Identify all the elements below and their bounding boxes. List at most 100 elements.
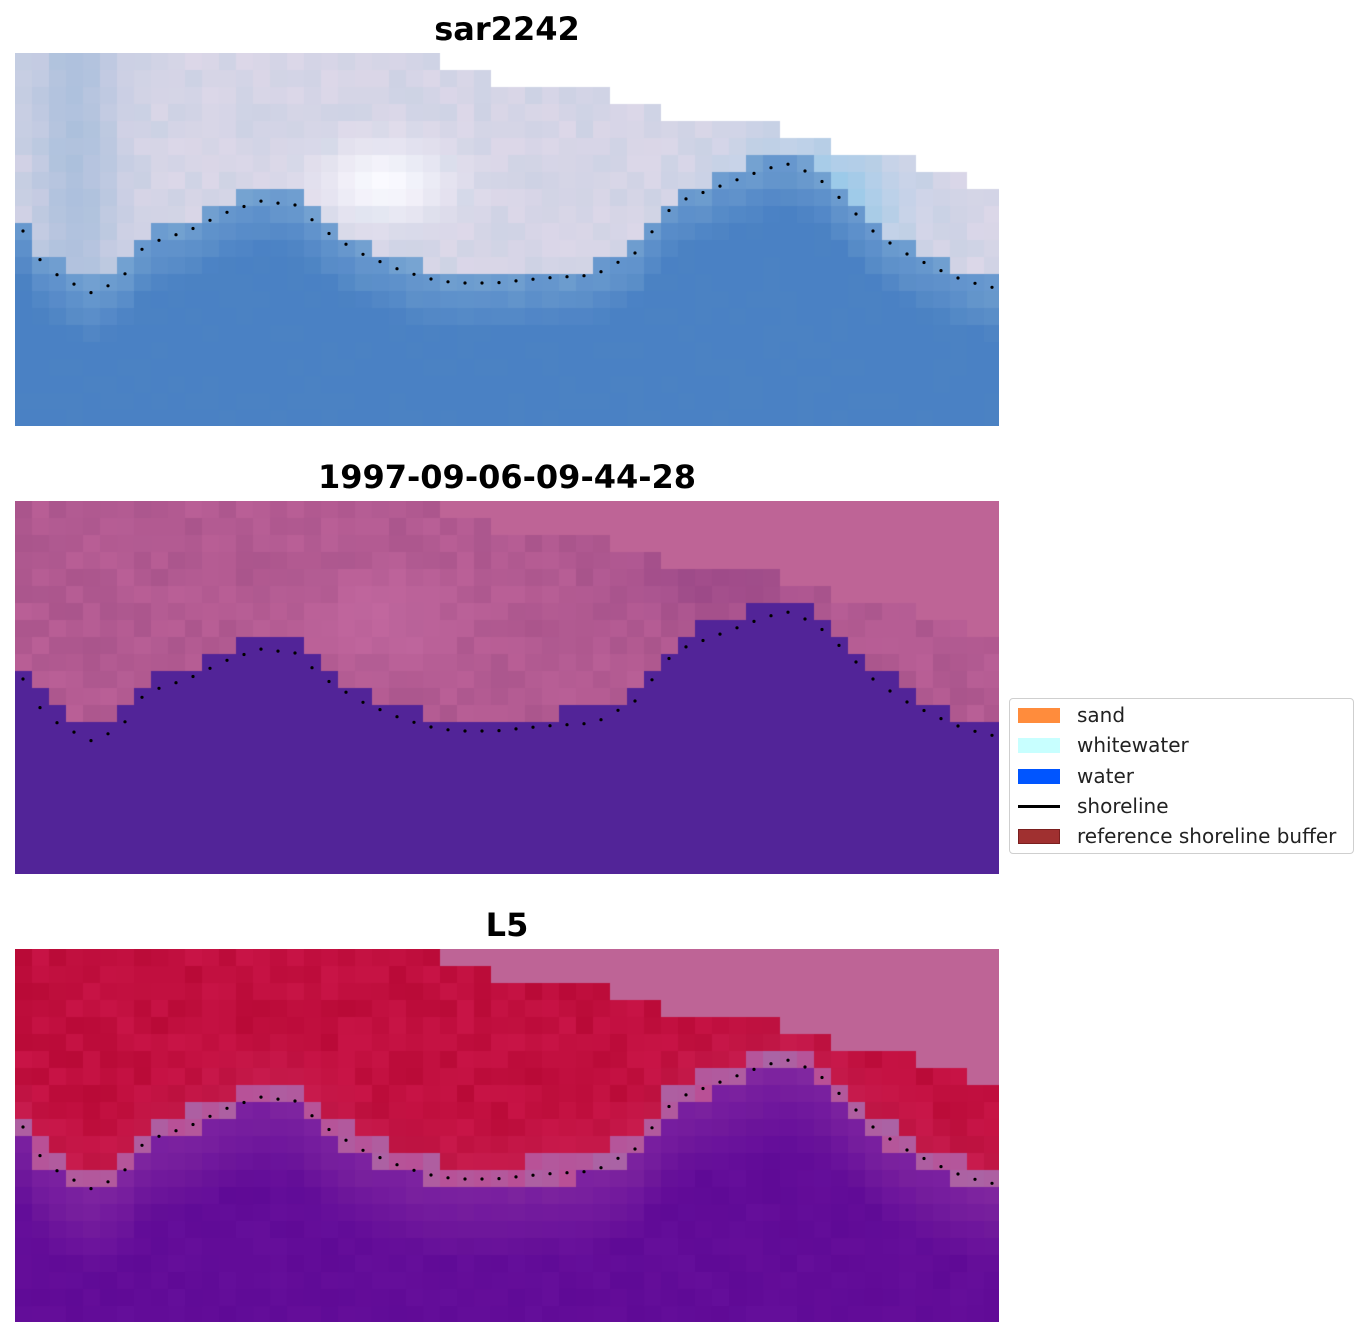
- shoreline-dot: [412, 272, 416, 276]
- shoreline-dot: [497, 281, 501, 285]
- shoreline-dot: [412, 720, 416, 724]
- shoreline-dot: [276, 201, 280, 205]
- shoreline-dot: [888, 689, 892, 693]
- shoreline-dot: [718, 184, 722, 188]
- shoreline-dot: [310, 666, 314, 670]
- shoreline-dot: [157, 238, 161, 242]
- shoreline-dot: [803, 617, 807, 621]
- shoreline-dot: [72, 730, 76, 734]
- shoreline-dot: [225, 210, 229, 214]
- shoreline-dot: [276, 649, 280, 653]
- shoreline-dot: [718, 632, 722, 636]
- shoreline-dot: [361, 252, 365, 256]
- shoreline-dot: [990, 733, 994, 737]
- shoreline-dot: [140, 247, 144, 251]
- shoreline-dot: [89, 291, 93, 295]
- shoreline-dot: [174, 233, 178, 237]
- shoreline-dot: [786, 1058, 790, 1062]
- shoreline-overlay: [21, 162, 994, 295]
- shoreline-dot: [752, 171, 756, 175]
- shoreline-dot: [276, 1097, 280, 1101]
- shoreline-dot: [72, 1178, 76, 1182]
- shoreline-dot: [463, 1177, 467, 1181]
- shoreline-dot: [939, 269, 943, 273]
- shoreline-dot: [395, 267, 399, 271]
- shoreline-dot: [548, 724, 552, 728]
- shoreline-dot: [837, 1091, 841, 1095]
- shoreline-dot: [293, 1099, 297, 1103]
- shoreline-dot: [55, 721, 59, 725]
- shoreline-dot: [616, 1156, 620, 1160]
- shoreline-dot: [871, 677, 875, 681]
- shoreline-dot: [191, 1122, 195, 1127]
- shoreline-dot: [514, 279, 518, 283]
- shoreline-dot: [446, 728, 450, 732]
- shoreline-dot: [769, 614, 773, 618]
- shoreline-dot: [973, 1177, 977, 1181]
- shoreline-dot: [956, 1172, 960, 1176]
- shoreline-dot: [208, 218, 212, 222]
- legend: sand whitewater water shoreline referenc…: [1009, 698, 1354, 854]
- shoreline-dot: [854, 1108, 858, 1112]
- legend-label: water: [1077, 764, 1134, 788]
- shoreline-dot: [905, 1148, 909, 1152]
- shoreline-dot: [157, 686, 161, 690]
- shoreline-dot: [497, 729, 501, 733]
- shoreline-dot: [225, 1106, 229, 1110]
- shoreline-dot: [429, 1173, 433, 1177]
- classified-image-panel: [15, 501, 999, 874]
- shoreline-dot: [242, 204, 246, 209]
- shoreline-dot: [412, 1168, 416, 1172]
- shoreline-dot: [157, 1134, 161, 1138]
- shoreline-dot: [191, 226, 195, 231]
- shoreline-dot: [259, 199, 263, 203]
- shoreline-dot: [344, 1138, 348, 1142]
- shoreline-dot: [55, 273, 59, 277]
- shoreline-dot: [565, 275, 569, 279]
- legend-label: reference shoreline buffer: [1077, 824, 1337, 848]
- shoreline-dot: [361, 700, 365, 704]
- shoreline-dot: [344, 242, 348, 246]
- shoreline-dot: [667, 208, 671, 213]
- shoreline-dot: [208, 1114, 212, 1118]
- shoreline-dot: [735, 1074, 739, 1078]
- shoreline-dot: [973, 729, 977, 733]
- satellite-rgb-image: [15, 53, 999, 426]
- shoreline-dot: [242, 652, 246, 657]
- shoreline-dot: [429, 725, 433, 729]
- probability-image-panel: [15, 949, 999, 1322]
- shoreline-dot: [123, 720, 127, 724]
- shoreline-dot: [922, 708, 926, 713]
- shoreline-dot: [990, 285, 994, 289]
- panel-title-1: sar2242: [434, 10, 580, 48]
- shoreline-dot: [786, 610, 790, 614]
- shoreline-dot: [956, 276, 960, 280]
- shoreline-dot: [616, 708, 620, 712]
- legend-item-water: water: [1018, 764, 1134, 788]
- shoreline-dot: [395, 715, 399, 719]
- shoreline-dot: [633, 699, 637, 703]
- shoreline-dot: [599, 1166, 603, 1170]
- shoreline-dot: [820, 627, 824, 632]
- shoreline-dot: [429, 277, 433, 281]
- shoreline-dot: [701, 638, 705, 643]
- shoreline-dot: [395, 1163, 399, 1167]
- shoreline-dot: [582, 722, 586, 726]
- shoreline-dot: [820, 179, 824, 184]
- shoreline-dot: [55, 1169, 59, 1173]
- shoreline-dot: [565, 723, 569, 727]
- shoreline-dot: [38, 1154, 42, 1158]
- shoreline-dot: [531, 1173, 535, 1177]
- shoreline-dot: [446, 1176, 450, 1180]
- classified-image: [15, 501, 999, 874]
- shoreline-dot: [378, 260, 382, 264]
- shoreline-dot: [174, 681, 178, 685]
- shoreline-dot: [973, 281, 977, 285]
- shoreline-dot: [89, 1187, 93, 1191]
- shoreline-dot: [650, 230, 654, 234]
- shoreline-dot: [293, 651, 297, 655]
- shoreline-dot: [21, 229, 25, 233]
- shoreline-dot: [123, 272, 127, 276]
- shoreline-dot: [633, 251, 637, 255]
- shoreline-dot: [803, 1065, 807, 1069]
